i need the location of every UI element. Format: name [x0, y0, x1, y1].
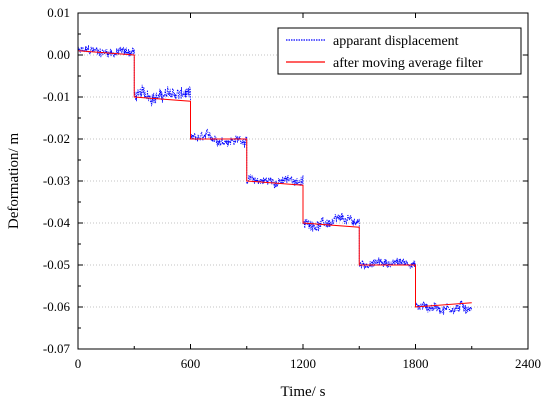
x-axis-label: Time/ s	[281, 384, 326, 400]
series-moving-average-line	[77, 50, 472, 308]
series-layer	[77, 45, 473, 315]
y-tick-label: 0.00	[47, 47, 70, 62]
series-apparant-displacement-line	[77, 45, 473, 315]
legend-label-apparant-displacement: apparant displacement	[333, 34, 459, 49]
y-tick-label: -0.06	[43, 299, 71, 314]
legend: apparant displacement after moving avera…	[277, 27, 522, 75]
x-tick-label: 0	[75, 356, 82, 371]
y-tick-label: -0.03	[43, 173, 70, 188]
y-tick-label: -0.01	[43, 89, 70, 104]
x-tick-label: 600	[181, 356, 201, 371]
y-tick-label: 0.01	[47, 5, 70, 20]
legend-label-moving-average: after moving average filter	[333, 56, 483, 71]
x-tick-label: 2400	[515, 356, 541, 371]
y-tick-labels: 0.01 0.00 -0.01 -0.02 -0.03 -0.04 -0.05 -0.06 -0…	[43, 5, 71, 356]
y-tick-label: -0.07	[43, 341, 71, 356]
x-tick-labels: 0 600 1200 1800 2400	[75, 356, 541, 371]
x-tick-label: 1200	[290, 356, 316, 371]
axis-ticks	[77, 12, 529, 350]
y-tick-label: -0.05	[43, 257, 70, 272]
y-tick-label: -0.04	[43, 215, 71, 230]
x-tick-label: 1800	[403, 356, 429, 371]
y-tick-label: -0.02	[43, 131, 70, 146]
legend-box	[277, 27, 522, 75]
y-axis-label: Deformation/ m	[6, 133, 22, 230]
